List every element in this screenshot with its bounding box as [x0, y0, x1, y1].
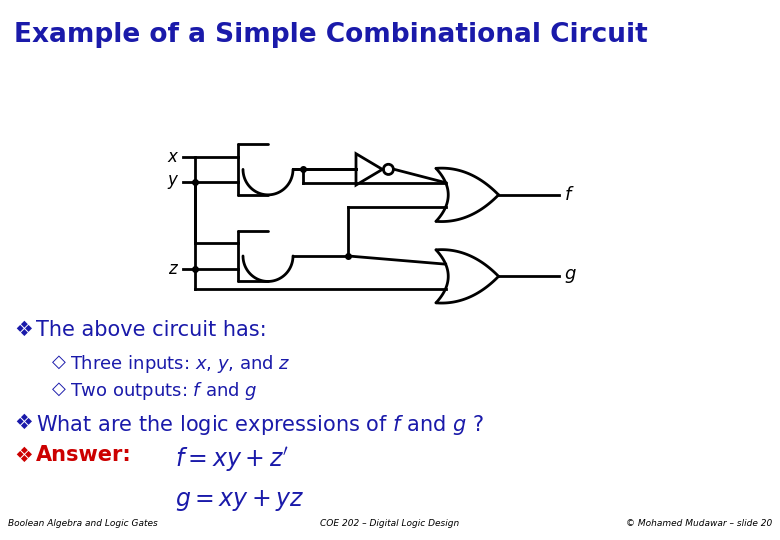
Text: $g$: $g$ — [564, 267, 576, 285]
Text: $x$: $x$ — [167, 147, 179, 166]
Text: $f$: $f$ — [564, 186, 574, 204]
Text: ◇: ◇ — [52, 380, 66, 399]
Text: ❖: ❖ — [14, 413, 33, 433]
Text: COE 202 – Digital Logic Design: COE 202 – Digital Logic Design — [321, 519, 459, 528]
Text: Boolean Algebra and Logic Gates: Boolean Algebra and Logic Gates — [8, 519, 158, 528]
Text: Example of a Simple Combinational Circuit: Example of a Simple Combinational Circui… — [14, 22, 647, 48]
Text: $y$: $y$ — [167, 173, 179, 191]
Text: Three inputs: $x$, $y$, and $z$: Three inputs: $x$, $y$, and $z$ — [70, 353, 291, 375]
Text: Two outputs: $f$ and $g$: Two outputs: $f$ and $g$ — [70, 380, 257, 402]
Text: What are the logic expressions of $f$ and $g$ ?: What are the logic expressions of $f$ an… — [36, 413, 484, 437]
Text: Answer:: Answer: — [36, 446, 132, 465]
Text: ❖: ❖ — [14, 446, 33, 465]
Text: $g = xy + yz$: $g = xy + yz$ — [175, 488, 305, 513]
Text: ◇: ◇ — [52, 353, 66, 371]
Text: $f = xy + z'$: $f = xy + z'$ — [175, 446, 289, 474]
Text: $z$: $z$ — [168, 260, 179, 278]
Text: The above circuit has:: The above circuit has: — [36, 320, 267, 340]
Text: © Mohamed Mudawar – slide 20: © Mohamed Mudawar – slide 20 — [626, 519, 772, 528]
Text: ❖: ❖ — [14, 320, 33, 340]
